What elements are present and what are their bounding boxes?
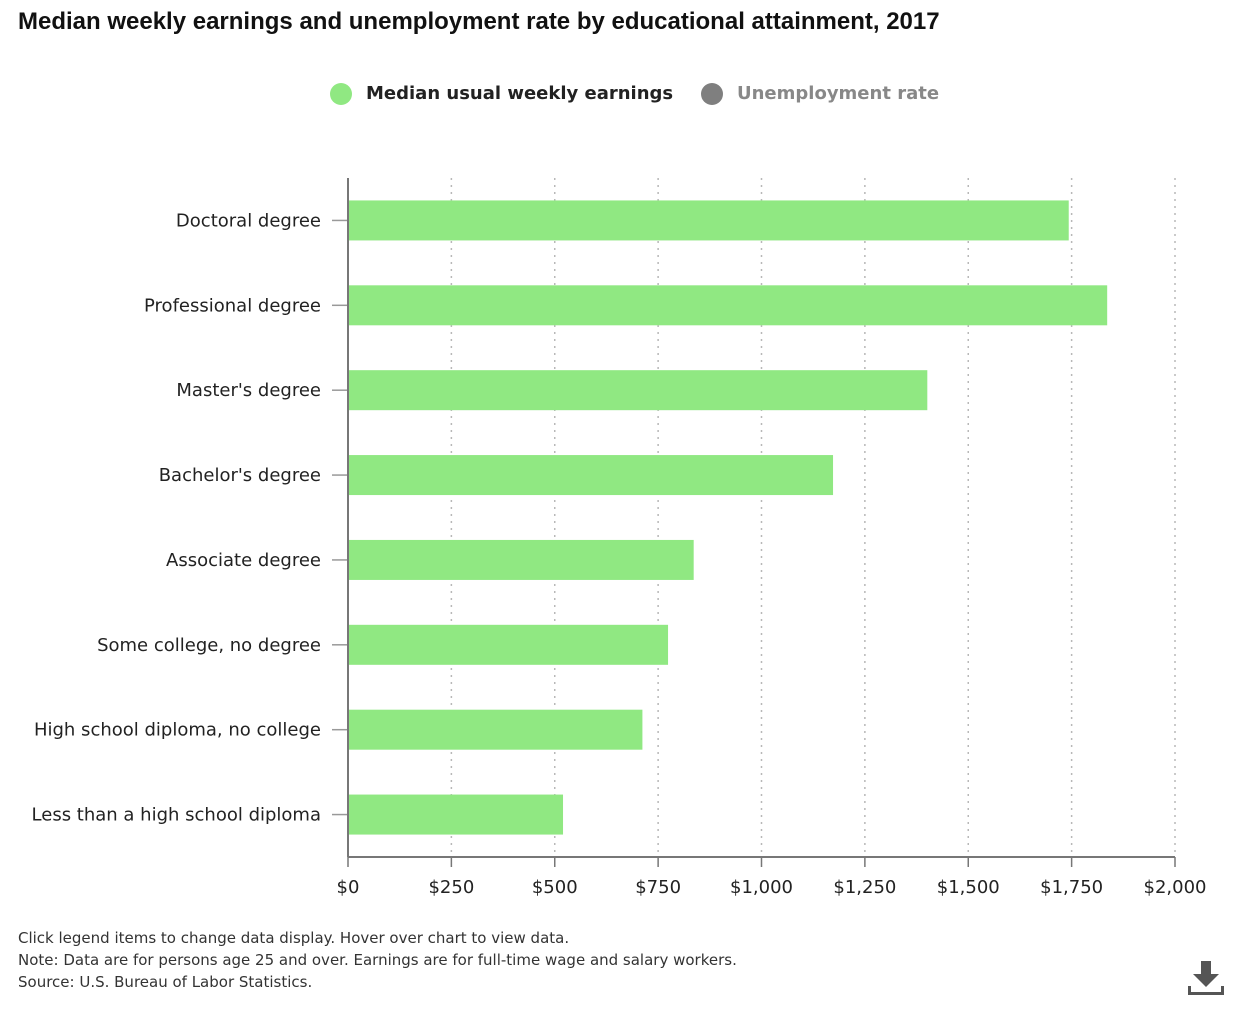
x-tick-label: $0 [337, 877, 360, 898]
legend: Median usual weekly earnings Unemploymen… [0, 82, 1240, 112]
bar[interactable] [349, 455, 834, 496]
chart-title: Median weekly earnings and unemployment … [18, 8, 940, 35]
bar[interactable] [349, 539, 694, 580]
bar[interactable] [349, 200, 1069, 241]
download-icon[interactable] [1186, 958, 1226, 998]
bar[interactable] [349, 794, 564, 835]
category-label: Less than a high school diploma [32, 805, 321, 826]
x-tick-label: $500 [532, 877, 578, 898]
bar[interactable] [349, 709, 643, 750]
x-tick-label: $750 [635, 877, 681, 898]
bar[interactable] [349, 624, 669, 665]
bar[interactable] [349, 370, 928, 411]
x-tick-label: $250 [428, 877, 474, 898]
category-label: High school diploma, no college [34, 720, 321, 741]
bar[interactable] [349, 285, 1108, 326]
x-tick-label: $1,750 [1040, 877, 1103, 898]
legend-marker-unemployment [701, 83, 723, 105]
source-note: Source: U.S. Bureau of Labor Statistics. [18, 973, 313, 991]
category-label: Doctoral degree [176, 210, 321, 231]
bar-chart[interactable]: Doctoral degree Professional degree Master… [0, 0, 1240, 920]
x-tick-label: $2,000 [1144, 877, 1207, 898]
legend-marker-earnings [330, 83, 352, 105]
category-label: Some college, no degree [97, 635, 321, 656]
category-label: Associate degree [166, 550, 321, 571]
legend-label-earnings: Median usual weekly earnings [366, 83, 674, 104]
category-label: Professional degree [144, 295, 321, 316]
legend-label-unemployment: Unemployment rate [737, 83, 940, 104]
chart-notes: Click legend items to change data displa… [18, 927, 737, 993]
download-glyph [1188, 961, 1224, 995]
category-label: Bachelor's degree [159, 465, 321, 486]
data-note: Note: Data are for persons age 25 and ov… [18, 951, 737, 969]
x-tick-label: $1,000 [730, 877, 793, 898]
category-label: Master's degree [176, 380, 321, 401]
interaction-hint: Click legend items to change data displa… [18, 929, 570, 947]
x-tick-label: $1,250 [833, 877, 896, 898]
x-tick-label: $1,500 [937, 877, 1000, 898]
